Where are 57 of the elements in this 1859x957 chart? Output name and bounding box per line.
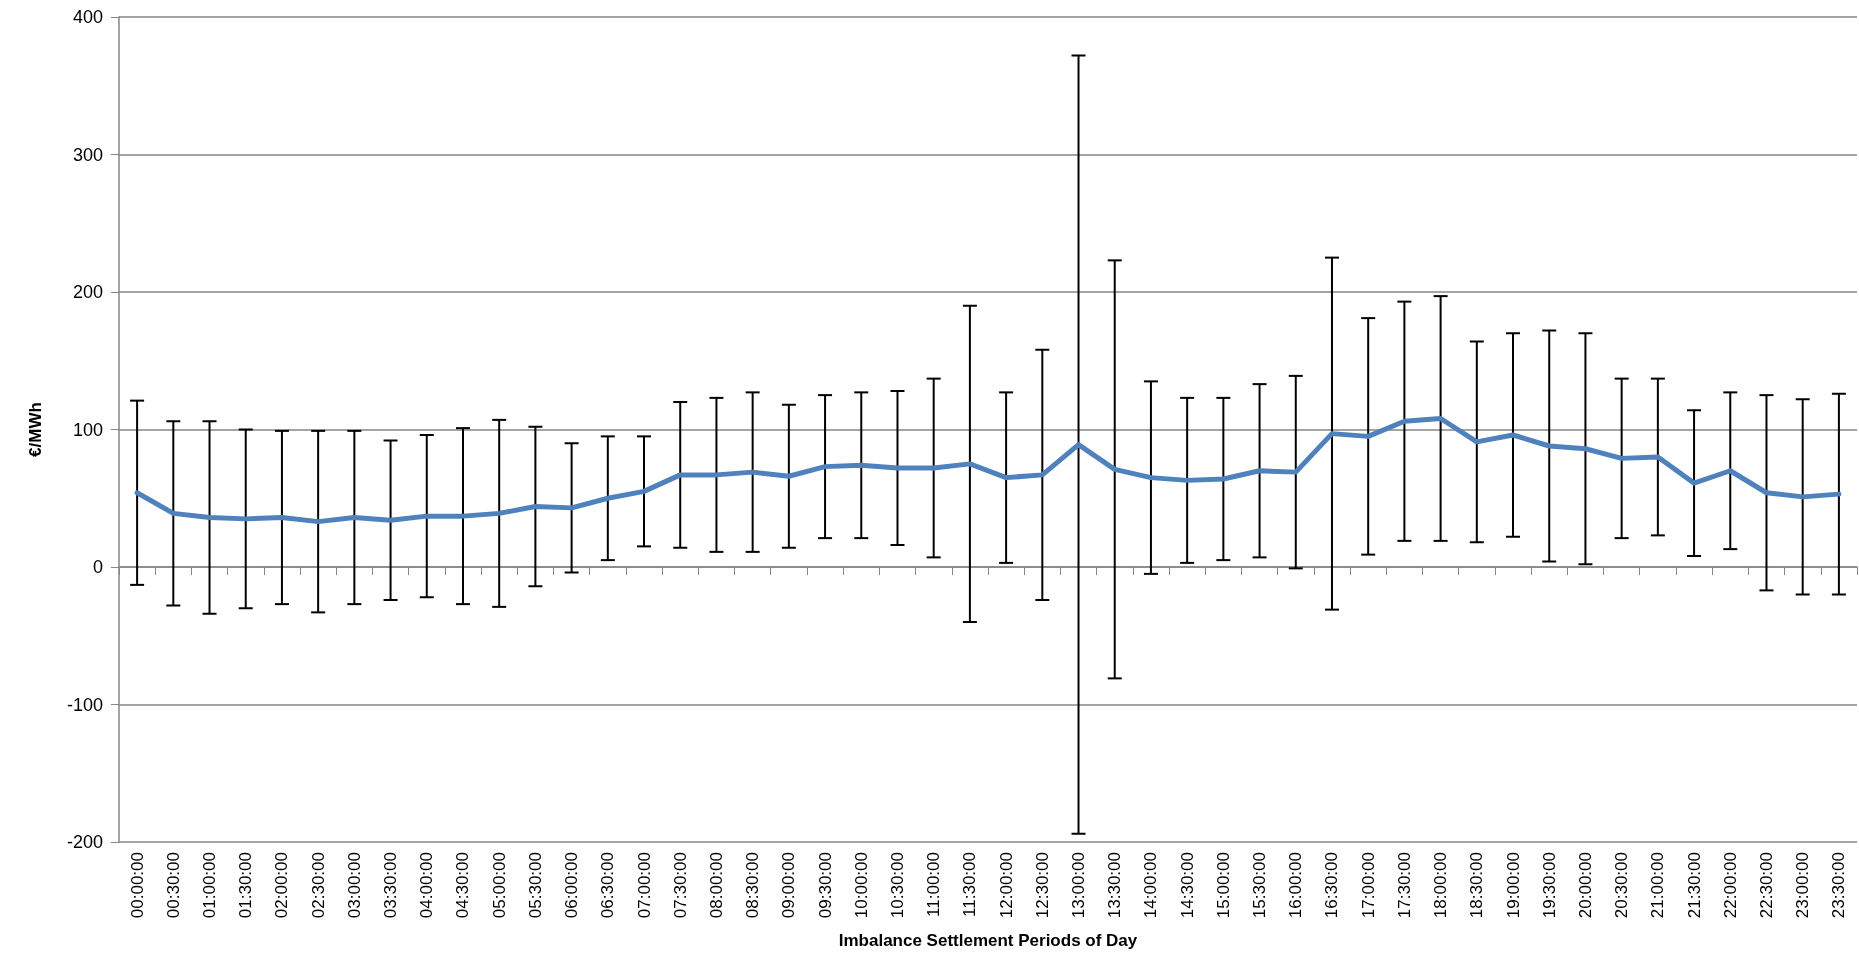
x-tick-label: 01:30:00: [236, 852, 256, 919]
x-tick-label: 11:30:00: [960, 852, 980, 917]
y-tick-label: -100: [66, 694, 103, 715]
x-tick-label: 10:30:00: [887, 852, 907, 919]
x-tick-label: 13:30:00: [1105, 852, 1125, 919]
x-tick-label: 18:00:00: [1431, 852, 1451, 919]
x-tick-label: 08:30:00: [743, 852, 763, 919]
x-tick-label: 09:30:00: [815, 852, 835, 919]
x-tick-label: 18:30:00: [1467, 852, 1487, 919]
x-tick-label: 04:00:00: [417, 852, 437, 919]
x-tick-label: 05:30:00: [525, 852, 545, 919]
x-tick-label: 15:30:00: [1250, 852, 1270, 919]
x-tick-label: 22:00:00: [1720, 852, 1740, 919]
y-tick-label: 400: [72, 7, 103, 27]
x-tick-label: 06:30:00: [598, 852, 618, 919]
x-tick-label: 03:30:00: [381, 852, 401, 919]
x-tick-label: 15:00:00: [1213, 852, 1233, 919]
x-tick-label: 09:00:00: [779, 852, 799, 919]
x-tick-label: 06:00:00: [562, 852, 582, 919]
x-tick-label: 14:30:00: [1177, 852, 1197, 919]
x-tick-label: 04:30:00: [453, 852, 473, 919]
x-tick-label: 05:00:00: [489, 852, 509, 919]
x-tick-label: 07:30:00: [670, 852, 690, 919]
y-tick-label: 200: [72, 282, 103, 302]
x-axis-title: Imbalance Settlement Periods of Day: [838, 931, 1138, 950]
x-tick-label: 11:00:00: [924, 852, 944, 917]
x-tick-label: 14:00:00: [1141, 852, 1161, 919]
x-tick-label: 21:30:00: [1684, 852, 1704, 919]
x-tick-label: 01:00:00: [200, 852, 220, 919]
x-tick-label: 13:00:00: [1069, 852, 1089, 919]
x-tick-label: 02:30:00: [308, 852, 328, 919]
x-tick-label: 19:30:00: [1539, 852, 1559, 919]
y-tick-label: 300: [72, 144, 103, 165]
x-tick-label: 16:00:00: [1286, 852, 1306, 919]
x-tick-label: 20:00:00: [1575, 852, 1595, 919]
y-tick-label: 0: [92, 557, 103, 577]
x-tick-label: 10:00:00: [851, 852, 871, 919]
x-tick-label: 00:00:00: [127, 852, 147, 919]
x-tick-label: 21:00:00: [1648, 852, 1668, 919]
x-tick-label: 23:30:00: [1829, 852, 1849, 919]
x-tick-label: 19:00:00: [1503, 852, 1523, 919]
x-tick-label: 20:30:00: [1612, 852, 1632, 919]
x-tick-label: 02:00:00: [272, 852, 292, 919]
y-tick-label: -200: [66, 832, 103, 852]
x-tick-label: 23:00:00: [1793, 852, 1813, 919]
x-tick-label: 08:00:00: [706, 852, 726, 919]
x-tick-label: 22:30:00: [1756, 852, 1776, 919]
x-tick-label: 03:00:00: [344, 852, 364, 919]
x-tick-label: 07:00:00: [634, 852, 654, 919]
x-tick-label: 00:30:00: [163, 852, 183, 919]
x-tick-label: 12:00:00: [996, 852, 1016, 919]
y-axis-title: €/MWh: [26, 402, 45, 457]
x-tick-label: 12:30:00: [1032, 852, 1052, 919]
y-tick-label: 100: [72, 419, 103, 440]
x-tick-label: 17:30:00: [1394, 852, 1414, 919]
x-tick-label: 16:30:00: [1322, 852, 1342, 919]
x-tick-label: 17:00:00: [1358, 852, 1378, 919]
